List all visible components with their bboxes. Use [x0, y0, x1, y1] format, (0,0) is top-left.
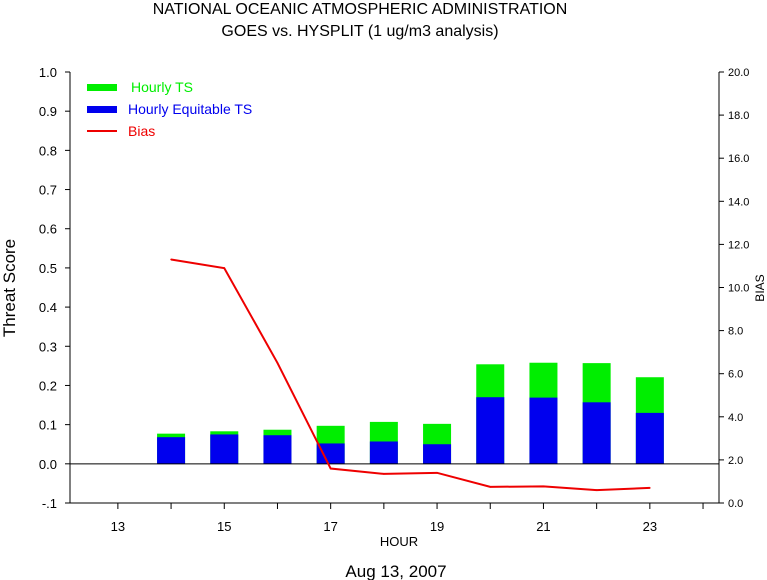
x-tick-label: 13	[111, 519, 125, 534]
bias-point	[170, 258, 172, 261]
x-axis-ticks: 13 15 17 19 21 23	[111, 503, 704, 534]
y2-tick-label: 2.0	[728, 455, 743, 467]
legend-label: Hourly TS	[131, 79, 193, 95]
bar-hourly-equitable-ts	[529, 397, 558, 464]
y-tick-label: 0.1	[39, 418, 57, 433]
y2-tick-label: 12.0	[728, 239, 749, 251]
y-tick-label: 0.0	[39, 457, 57, 472]
bias-point	[383, 473, 385, 475]
bar-hourly-equitable-ts	[157, 437, 186, 464]
y-tick-label: -.1	[42, 496, 57, 511]
x-axis-label: HOUR	[380, 534, 418, 549]
y-tick-label: 1.0	[39, 65, 57, 80]
y-tick-label: 0.4	[39, 300, 57, 315]
bias-point	[436, 472, 438, 474]
y-tick-label: 0.2	[39, 378, 57, 393]
y-tick-label: 0.9	[39, 104, 57, 119]
y2-axis-label: BIAS	[753, 274, 767, 301]
y-tick-label: 0.5	[39, 261, 57, 276]
y2-tick-label: 18.0	[728, 110, 749, 122]
y-axis-label: Threat Score	[0, 239, 19, 337]
bias-point	[542, 485, 545, 488]
x-tick-label: 17	[323, 519, 337, 534]
legend-swatch	[87, 84, 117, 91]
bias-point	[223, 267, 226, 269]
y-tick-label: 0.6	[39, 222, 57, 237]
bar-hourly-equitable-ts	[210, 434, 239, 464]
y2-tick-label: 20.0	[728, 67, 749, 79]
y2-tick-label: 10.0	[728, 283, 749, 295]
legend-swatch	[87, 106, 117, 113]
x-tick-label: 21	[536, 519, 550, 534]
bar-hourly-equitable-ts	[635, 412, 664, 464]
chart-title: NATIONAL OCEANIC ATMOSPHERIC ADMINISTRAT…	[153, 1, 568, 18]
bar-hourly-equitable-ts	[316, 443, 345, 464]
legend-label: Bias	[128, 123, 155, 139]
bias-line-layer	[170, 258, 651, 492]
x-tick-label: 15	[217, 519, 231, 534]
y2-tick-label: 6.0	[728, 369, 743, 381]
bias-point	[489, 486, 492, 488]
left-y-axis-ticks: -.1 0.0 0.1 0.2 0.3 0.4 0.5 0.6 0.7 0.8 0.9 1.0	[39, 65, 70, 511]
bias-point	[649, 487, 651, 489]
bias-line	[170, 258, 650, 492]
y2-tick-label: 16.0	[728, 153, 749, 165]
y-tick-label: 0.3	[39, 339, 57, 354]
x-tick-label: 23	[643, 519, 657, 534]
bar-hourly-equitable-ts	[476, 397, 505, 464]
bias-point	[276, 362, 279, 364]
bar-hourly-equitable-ts	[263, 435, 292, 464]
y-tick-label: 0.8	[39, 143, 57, 158]
y2-tick-label: 14.0	[728, 196, 749, 208]
bias-point	[329, 467, 332, 470]
bias-point	[595, 489, 598, 491]
y-tick-label: 0.7	[39, 183, 57, 198]
bars-layer	[157, 362, 664, 464]
right-y-axis-ticks: 0.0 2.0 4.0 6.0 8.0 10.0 12.0 14.0 16.0 18.0 20.0	[719, 67, 749, 510]
footer-date: Aug 13, 2007	[345, 562, 446, 580]
y2-tick-label: 8.0	[728, 326, 743, 338]
x-tick-label: 19	[430, 519, 444, 534]
bar-hourly-equitable-ts	[369, 441, 398, 464]
legend-label: Hourly Equitable TS	[128, 101, 252, 117]
chart-subtitle: GOES vs. HYSPLIT (1 ug/m3 analysis)	[221, 23, 498, 40]
bar-hourly-equitable-ts	[582, 402, 611, 464]
y2-tick-label: 0.0	[728, 498, 743, 510]
legend: Hourly TS Hourly Equitable TS Bias	[87, 79, 252, 139]
bar-hourly-equitable-ts	[423, 444, 452, 464]
y2-tick-label: 4.0	[728, 412, 743, 424]
